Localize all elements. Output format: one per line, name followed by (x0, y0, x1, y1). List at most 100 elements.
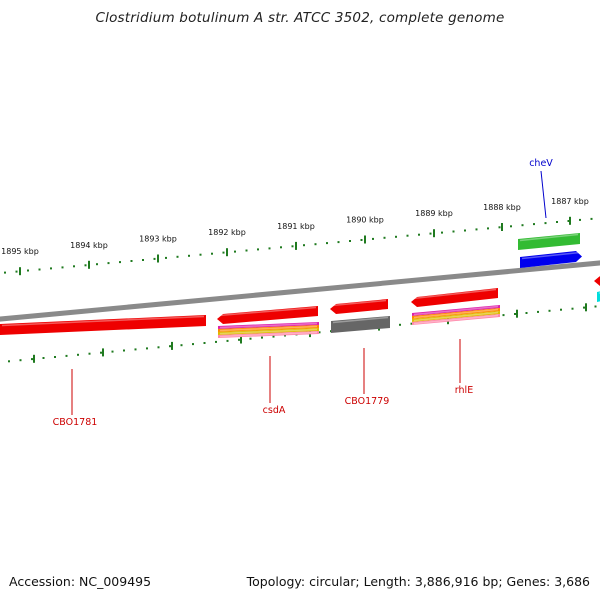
ruler-dot (234, 250, 236, 253)
topology-stats-text: Topology: circular; Length: 3,886,916 bp… (246, 574, 590, 589)
gene-highlight (1, 315, 205, 327)
ruler-dot (537, 310, 539, 313)
gene-highlight (413, 308, 499, 319)
gene-csda-stripe (218, 325, 319, 332)
gene-rhle-stripe (412, 314, 500, 325)
gene-highlight (218, 306, 317, 317)
ruler-major-tick (102, 348, 104, 357)
gene-highlight (595, 274, 600, 279)
ruler-dot (111, 350, 114, 353)
ruler-major-tick (501, 223, 503, 231)
ruler-dot (383, 236, 386, 239)
gene-cbo1781-bar (0, 315, 206, 335)
kbp-label: 1889 kbp (415, 209, 453, 218)
ruler-dot (157, 346, 160, 349)
ruler-major-tick (33, 354, 35, 363)
ruler-dot (238, 338, 240, 341)
ruler-major-tick (433, 229, 435, 238)
gene-csda-bar (217, 306, 318, 324)
ruler-dot (261, 336, 263, 339)
ruler-dot (42, 357, 45, 359)
ruler-dot (119, 261, 121, 264)
ruler-dot (452, 230, 455, 233)
ruler-dot (590, 217, 593, 220)
gene-highlight (331, 299, 387, 307)
ruler-dot (487, 227, 489, 230)
ruler-major-tick (585, 303, 587, 312)
ruler-major-tick (364, 235, 366, 244)
ruler-major-tick (569, 216, 571, 225)
ruler-dot (349, 240, 351, 242)
gene-rhle-stripe (412, 305, 500, 316)
ruler-dot (410, 322, 413, 325)
ruler-dot (15, 270, 18, 273)
ruler-dot (502, 314, 505, 317)
ruler-dot (399, 323, 401, 326)
ruler-major-tick (226, 248, 228, 257)
gene-labels: CBO1781 csdA CBO1779 rhlE cheV (53, 158, 554, 428)
ruler-major-tick (516, 309, 518, 318)
gene-label-cbo1779[interactable]: CBO1779 (345, 396, 390, 407)
ruler-dot (318, 331, 321, 334)
gene-label-rhle[interactable]: rhlE (455, 385, 473, 396)
ruler-dot (533, 223, 535, 226)
gene-highlight (413, 311, 499, 322)
gene-csda-stripe (218, 331, 319, 338)
ruler-dot (142, 259, 144, 261)
gene-highlight (413, 314, 499, 325)
gene-chev-blue-bar (520, 251, 582, 268)
ruler-dot (579, 218, 581, 221)
genome-backbone (0, 260, 600, 322)
ruler-dot (211, 252, 213, 255)
ruler-dot (226, 339, 229, 342)
ruler-dot (303, 244, 305, 247)
ruler-dot (395, 235, 397, 238)
gene-features (0, 233, 600, 338)
ruler-dot (84, 264, 87, 267)
gene-highlight (519, 233, 579, 242)
ruler-dot (521, 224, 524, 227)
ruler-dot (130, 260, 133, 262)
accession-text: Accession: NC_009495 (9, 574, 152, 589)
gene-highlight (332, 316, 389, 324)
page-title: Clostridium botulinum A str. ATCC 3502, … (95, 10, 505, 26)
ruler-dot (100, 351, 102, 354)
ruler-dot (372, 237, 374, 240)
ruler-dot (525, 312, 528, 314)
ruler-dot (180, 344, 183, 347)
ruler-dot (284, 334, 286, 337)
gene-rhle-stripe (412, 308, 500, 319)
ruler-dot (464, 229, 466, 232)
ruler-dot (107, 262, 110, 265)
gene-chev-green-bar (518, 233, 580, 250)
ruler-major-tick (88, 260, 90, 269)
ruler-dot (571, 307, 574, 310)
ruler-dot (54, 356, 56, 358)
ruler-dot (4, 271, 6, 274)
gene-label-chev[interactable]: cheV (529, 158, 553, 169)
gene-highlight (219, 328, 318, 335)
ruler-dot (291, 245, 294, 248)
ruler-dot (165, 256, 167, 259)
kbp-label: 1893 kbp (139, 235, 177, 244)
ruler-dot (544, 222, 547, 225)
ruler-dot (88, 352, 91, 355)
ruler-dot (199, 253, 202, 256)
gene-csda-stripe (218, 322, 319, 329)
ruler-dot (510, 225, 512, 228)
gene-label-cbo1781[interactable]: CBO1781 (53, 417, 98, 428)
ruler-dot (567, 220, 570, 222)
ruler-dot (556, 221, 558, 223)
ruler-dot (337, 241, 340, 244)
ruler-dot (96, 263, 98, 266)
ruler-major-tick (240, 335, 242, 344)
ruler-dot (418, 233, 420, 236)
gene-rhle-bar (411, 288, 498, 307)
gene-edge-cyan-bar (597, 291, 600, 302)
gene-label-csda[interactable]: csdA (263, 405, 286, 416)
kbp-label: 1891 kbp (277, 222, 315, 231)
gene-rhle-stripe (412, 311, 500, 322)
ruler-dot (326, 242, 328, 245)
